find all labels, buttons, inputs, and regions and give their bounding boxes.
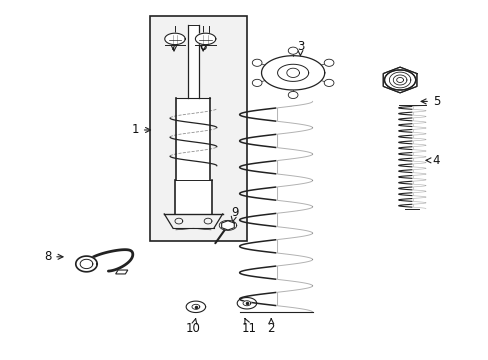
- Polygon shape: [384, 70, 415, 90]
- Circle shape: [287, 47, 297, 54]
- Circle shape: [252, 79, 262, 86]
- Text: 5: 5: [420, 95, 439, 108]
- Circle shape: [252, 59, 262, 66]
- Text: 9: 9: [230, 206, 238, 222]
- Text: 1: 1: [131, 123, 150, 136]
- Text: 4: 4: [425, 154, 439, 167]
- Text: 10: 10: [185, 319, 201, 335]
- Circle shape: [324, 79, 333, 86]
- Polygon shape: [80, 259, 93, 269]
- Text: 11: 11: [242, 319, 256, 335]
- Text: 3: 3: [296, 40, 304, 56]
- Circle shape: [324, 59, 333, 66]
- Polygon shape: [76, 256, 97, 272]
- Text: 8: 8: [44, 250, 63, 263]
- Bar: [149, 16, 246, 241]
- Polygon shape: [277, 64, 308, 81]
- Polygon shape: [286, 68, 299, 77]
- Text: 6: 6: [199, 40, 206, 53]
- Polygon shape: [221, 221, 234, 230]
- Polygon shape: [195, 33, 215, 45]
- Polygon shape: [186, 301, 205, 312]
- Polygon shape: [116, 270, 127, 274]
- Text: 2: 2: [267, 319, 274, 335]
- Polygon shape: [383, 67, 416, 93]
- Circle shape: [287, 91, 297, 99]
- Polygon shape: [192, 304, 200, 309]
- Polygon shape: [261, 56, 324, 90]
- Polygon shape: [243, 301, 250, 306]
- Polygon shape: [164, 33, 185, 45]
- Polygon shape: [237, 297, 256, 309]
- Text: 7: 7: [170, 40, 177, 53]
